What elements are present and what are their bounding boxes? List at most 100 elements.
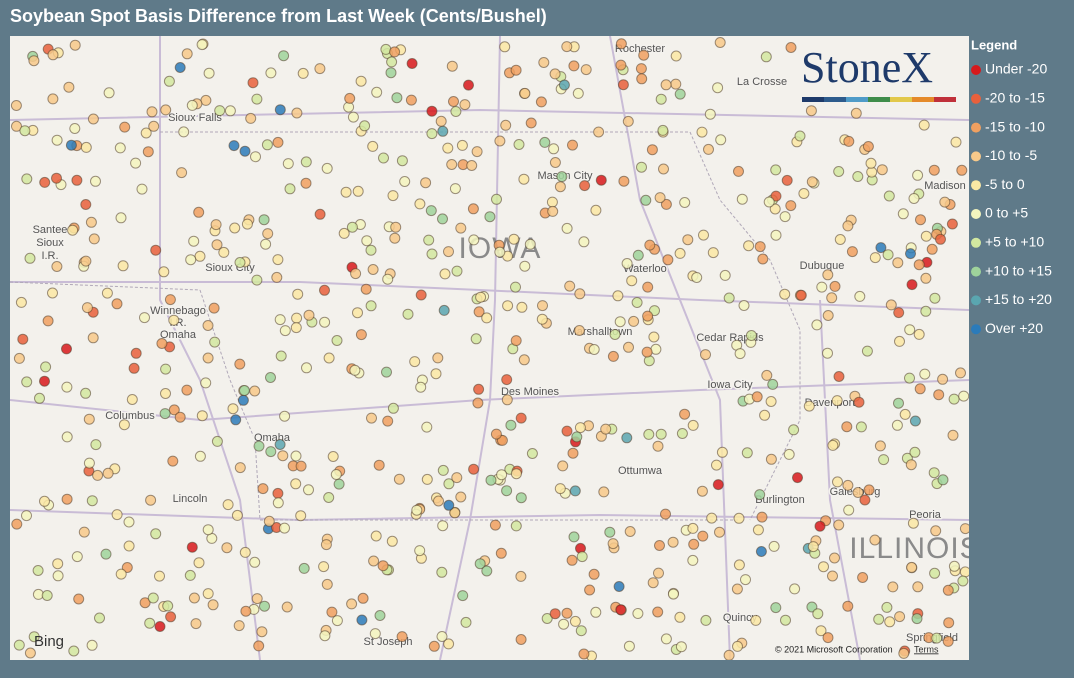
location-dot [355, 329, 367, 341]
location-dot [929, 292, 941, 304]
location-dot [321, 578, 333, 590]
location-dot [86, 495, 98, 507]
location-dot [578, 648, 590, 660]
location-dot [142, 146, 154, 158]
location-dot [272, 487, 284, 499]
location-dot [679, 197, 691, 208]
location-dot [451, 472, 463, 484]
location-dot [859, 494, 871, 506]
location-dot [643, 428, 655, 440]
location-dot [265, 67, 277, 79]
location-dot [164, 294, 176, 306]
location-dot [714, 37, 726, 48]
legend-swatch [971, 266, 981, 277]
location-dot [373, 459, 385, 471]
location-dot [381, 366, 392, 378]
location-dot [939, 196, 951, 208]
location-dot [561, 222, 573, 234]
location-dot [247, 77, 259, 89]
location-dot [712, 82, 724, 94]
location-dot [65, 139, 77, 151]
location-dot [366, 412, 377, 424]
location-dot [277, 450, 289, 462]
location-dot [443, 478, 455, 490]
legend-label: Under -20 [985, 61, 1047, 77]
location-dot [561, 607, 573, 619]
location-dot [272, 254, 284, 266]
location-dot [751, 391, 763, 403]
place-label: Peoria [909, 509, 942, 521]
location-dot [834, 234, 846, 245]
location-dot [554, 181, 566, 193]
location-dot [496, 469, 508, 481]
location-dot [568, 531, 580, 543]
location-dot [415, 289, 427, 301]
location-dot [571, 431, 583, 443]
location-dot [495, 547, 507, 559]
location-dot [51, 261, 63, 272]
location-dot [11, 120, 22, 132]
logo: StoneX [801, 43, 933, 92]
location-dot [233, 620, 245, 632]
location-dot [274, 104, 286, 116]
location-dot [290, 322, 302, 334]
location-dot [92, 469, 104, 481]
location-dot [123, 516, 135, 528]
location-dot [231, 509, 243, 521]
location-dot [227, 403, 239, 415]
location-dot [770, 229, 782, 241]
location-dot [647, 577, 659, 589]
location-dot [760, 51, 772, 63]
location-dot [420, 177, 432, 189]
location-dot [898, 647, 910, 659]
location-dot [706, 512, 718, 524]
location-dot [568, 60, 580, 72]
location-dot [28, 55, 40, 67]
location-dot [331, 335, 343, 346]
location-dot [876, 164, 888, 176]
location-dot [349, 364, 361, 376]
legend-label: +10 to +15 [985, 262, 1052, 278]
location-dot [239, 145, 251, 157]
location-dot [906, 279, 918, 291]
location-dot [957, 575, 969, 587]
location-dot [537, 300, 548, 312]
state-label: ILLINOIS [849, 532, 980, 565]
location-dot [148, 120, 160, 132]
location-dot [437, 125, 449, 137]
location-dot [436, 631, 448, 642]
location-dot [670, 78, 682, 90]
location-dot [818, 561, 829, 573]
location-dot [578, 236, 590, 248]
location-dot [163, 75, 175, 87]
location-dot [90, 175, 101, 187]
location-dot [615, 604, 627, 616]
location-dot [908, 193, 920, 204]
location-dot [920, 305, 932, 317]
location-dot [580, 64, 592, 76]
location-dot [525, 117, 537, 129]
location-dot [535, 96, 547, 108]
location-dot [959, 566, 969, 578]
location-dot [518, 173, 530, 185]
location-dot [174, 411, 186, 423]
location-dot [111, 509, 123, 521]
location-dot [396, 155, 408, 167]
location-dot [239, 546, 251, 558]
location-dot [382, 273, 394, 285]
terms-link[interactable]: Terms [914, 644, 939, 654]
location-dot [340, 186, 352, 198]
location-dot [390, 221, 402, 233]
location-dot [769, 203, 781, 215]
location-dot [931, 632, 943, 644]
location-dot [642, 281, 654, 293]
location-dot [738, 300, 750, 311]
location-dot [85, 216, 97, 228]
location-dot [102, 467, 114, 479]
location-dot [843, 135, 855, 147]
location-dot [653, 567, 664, 579]
location-dot [655, 93, 667, 105]
location-dot [378, 152, 389, 164]
legend-swatch [971, 93, 981, 104]
location-dot [558, 79, 570, 91]
